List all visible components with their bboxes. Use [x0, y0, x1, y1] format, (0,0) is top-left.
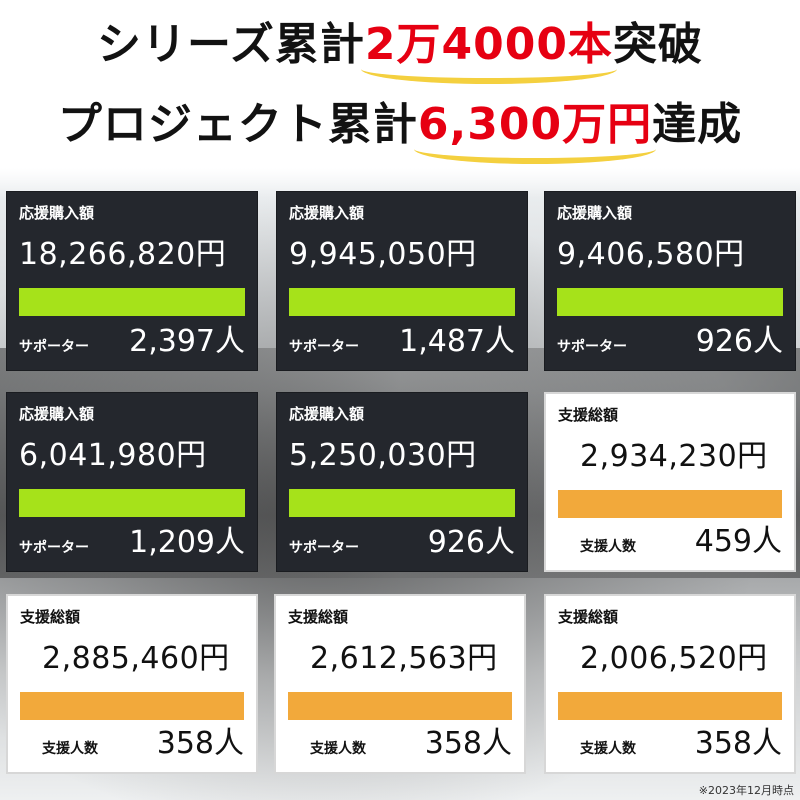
headline-2-highlight: 6,300万円 — [417, 99, 653, 150]
progress-bar — [558, 490, 782, 518]
card-amount: 2,934,230円 — [580, 439, 768, 474]
card-count-label: サポーター — [19, 339, 89, 355]
footnote-date: ※2023年12月時点 — [698, 784, 794, 797]
card-count: 459人 — [694, 524, 782, 559]
card-count: 358人 — [156, 726, 244, 761]
progress-bar — [20, 692, 244, 720]
progress-bar — [289, 489, 515, 517]
card-label: 応援購入額 — [19, 405, 95, 423]
funding-card-6: 支援総額 2,934,230円 支援人数 459人 — [544, 392, 796, 572]
card-count-label: サポーター — [289, 339, 359, 355]
card-amount: 2,885,460円 — [42, 641, 230, 676]
card-label: 支援総額 — [20, 608, 81, 626]
card-footer: 支援人数 459人 — [580, 516, 782, 560]
card-amount: 9,406,580円 — [557, 237, 745, 272]
card-count-label: 支援人数 — [580, 539, 636, 555]
card-label: 支援総額 — [558, 608, 619, 626]
funding-card-8: 支援総額 2,612,563円 支援人数 358人 — [274, 594, 526, 774]
funding-card-5: 応援購入額 5,250,030円 サポーター 926人 — [276, 392, 528, 572]
card-amount: 18,266,820円 — [19, 237, 227, 272]
funding-card-1: 応援購入額 18,266,820円 サポーター 2,397人 — [6, 191, 258, 371]
funding-card-2: 応援購入額 9,945,050円 サポーター 1,487人 — [276, 191, 528, 371]
progress-bar — [288, 692, 512, 720]
headline-1-highlight: 2万4000本 — [364, 19, 613, 70]
progress-bar — [19, 288, 245, 316]
progress-bar — [289, 288, 515, 316]
card-label: 応援購入額 — [19, 204, 95, 222]
card-footer: 支援人数 358人 — [42, 718, 244, 762]
headline-line-1: シリーズ累計2万4000本突破 — [0, 8, 800, 72]
progress-bar — [557, 288, 783, 316]
card-label: 応援購入額 — [289, 405, 365, 423]
card-count-label: 支援人数 — [310, 741, 366, 757]
progress-bar — [19, 489, 245, 517]
progress-bar — [558, 692, 782, 720]
card-count-label: サポーター — [19, 540, 89, 556]
card-count-label: サポーター — [289, 540, 359, 556]
card-count-label: 支援人数 — [42, 741, 98, 757]
card-footer: サポーター 926人 — [289, 517, 515, 561]
card-count: 926人 — [695, 324, 783, 359]
card-count-label: サポーター — [557, 339, 627, 355]
card-footer: サポーター 1,487人 — [289, 316, 515, 360]
card-count: 358人 — [694, 726, 782, 761]
card-footer: サポーター 1,209人 — [19, 517, 245, 561]
funding-card-7: 支援総額 2,885,460円 支援人数 358人 — [6, 594, 258, 774]
card-footer: サポーター 926人 — [557, 316, 783, 360]
card-label: 応援購入額 — [289, 204, 365, 222]
card-count: 926人 — [427, 525, 515, 560]
funding-card-3: 応援購入額 9,406,580円 サポーター 926人 — [544, 191, 796, 371]
card-amount: 9,945,050円 — [289, 237, 477, 272]
card-amount: 2,006,520円 — [580, 641, 768, 676]
card-amount: 5,250,030円 — [289, 438, 477, 473]
funding-card-4: 応援購入額 6,041,980円 サポーター 1,209人 — [6, 392, 258, 572]
card-label: 応援購入額 — [557, 204, 633, 222]
headline-1-prefix: シリーズ累計 — [97, 19, 365, 70]
headline-line-2: プロジェクト累計6,300万円達成 — [0, 88, 800, 152]
funding-card-9: 支援総額 2,006,520円 支援人数 358人 — [544, 594, 796, 774]
headline-1-suffix: 突破 — [612, 19, 703, 70]
headline-2-suffix: 達成 — [652, 99, 743, 150]
card-count: 358人 — [424, 726, 512, 761]
card-count: 1,209人 — [129, 525, 245, 560]
card-count: 2,397人 — [129, 324, 245, 359]
card-label: 支援総額 — [288, 608, 349, 626]
card-count: 1,487人 — [399, 324, 515, 359]
card-amount: 6,041,980円 — [19, 438, 207, 473]
card-footer: 支援人数 358人 — [580, 718, 782, 762]
card-footer: サポーター 2,397人 — [19, 316, 245, 360]
card-amount: 2,612,563円 — [310, 641, 498, 676]
card-footer: 支援人数 358人 — [310, 718, 512, 762]
headline-2-prefix: プロジェクト累計 — [57, 99, 418, 150]
card-label: 支援総額 — [558, 406, 619, 424]
card-count-label: 支援人数 — [580, 741, 636, 757]
